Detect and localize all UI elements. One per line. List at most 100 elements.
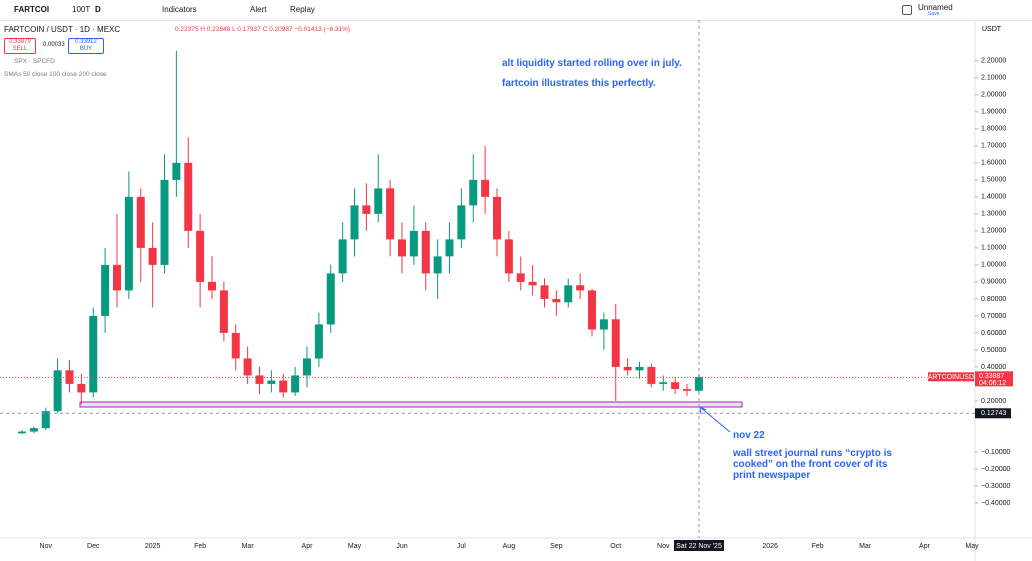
candle-body bbox=[683, 389, 691, 391]
y-tick-label: 0.30000 bbox=[981, 381, 1006, 388]
y-tick-label: 2.20000 bbox=[981, 58, 1006, 65]
candle-body bbox=[504, 239, 513, 274]
candle-body bbox=[267, 380, 276, 384]
candle-body bbox=[89, 315, 98, 393]
spread: 0.00033 bbox=[43, 42, 65, 48]
sell-button[interactable]: 0.33879 SELL bbox=[4, 38, 36, 54]
y-tick-label: 1.40000 bbox=[981, 194, 1006, 201]
annotation: fartcoin illustrates this perfectly. bbox=[502, 78, 656, 89]
candle-body bbox=[124, 196, 133, 291]
interval[interactable]: D bbox=[95, 5, 101, 14]
candle-body bbox=[599, 319, 608, 330]
candle-body bbox=[291, 375, 300, 393]
buy-button[interactable]: 0.33912 BUY bbox=[68, 38, 104, 54]
indicators-button[interactable]: Indicators bbox=[162, 5, 197, 14]
candle-body bbox=[208, 281, 216, 291]
crosshair-price: 0.12743 bbox=[981, 410, 1006, 417]
x-tick-label: 2026 bbox=[762, 543, 778, 550]
save-label[interactable]: Save bbox=[928, 11, 940, 17]
toolbar: FARTCOI 100T D Indicators Alert Replay U… bbox=[0, 0, 1032, 21]
legend-title: FARTCOIN / USDT · 1D · MEXC bbox=[4, 25, 121, 34]
y-tick-label: 2.10000 bbox=[981, 75, 1006, 82]
candle-body bbox=[671, 382, 680, 390]
candle-body bbox=[469, 179, 478, 206]
candle-body bbox=[29, 428, 38, 432]
currency-label: USDT bbox=[982, 26, 1002, 33]
y-tick-label: 0.20000 bbox=[981, 398, 1006, 405]
annotation: alt liquidity started rolling over in ju… bbox=[502, 58, 682, 69]
y-tick-label: 0.60000 bbox=[981, 330, 1006, 337]
candle-body bbox=[53, 370, 62, 412]
y-tick-label: −0.40000 bbox=[981, 500, 1010, 507]
candle-body bbox=[350, 205, 359, 240]
y-tick-label: −0.30000 bbox=[981, 483, 1010, 490]
candle-body bbox=[172, 162, 181, 180]
y-tick-label: 1.50000 bbox=[981, 177, 1006, 184]
y-tick-label: −0.10000 bbox=[981, 449, 1010, 456]
price-tag bbox=[975, 371, 1013, 387]
x-tick-label: Apr bbox=[302, 543, 314, 550]
candle-body bbox=[148, 247, 157, 265]
alert-button[interactable]: Alert bbox=[250, 5, 267, 14]
y-tick-label: 1.30000 bbox=[981, 211, 1006, 218]
candle-body bbox=[528, 281, 537, 286]
candle-body bbox=[41, 411, 50, 429]
candle-body bbox=[694, 377, 703, 391]
candle-body bbox=[398, 239, 406, 257]
x-tick-label: Feb bbox=[812, 543, 824, 550]
layout-name[interactable]: Unnamed bbox=[918, 3, 953, 12]
x-tick-label: Apr bbox=[919, 543, 931, 550]
x-tick-label: Jun bbox=[396, 543, 407, 550]
candle-body bbox=[457, 205, 466, 240]
candle-body bbox=[18, 431, 26, 434]
sell-price: 0.33879 bbox=[9, 39, 31, 45]
x-tick-label: Dec bbox=[705, 543, 718, 550]
price-tag-value: 0.33887 bbox=[979, 373, 1004, 380]
x-tick-label: Feb bbox=[194, 543, 206, 550]
candle-body bbox=[374, 188, 383, 214]
x-tick-label: May bbox=[348, 543, 362, 550]
y-tick-label: 0.40000 bbox=[981, 364, 1006, 371]
x-tick-label: 2025 bbox=[145, 543, 161, 550]
candle-body bbox=[219, 290, 228, 333]
crosshair-price-tag bbox=[975, 408, 1011, 419]
x-tick-label: Mar bbox=[242, 543, 255, 550]
y-tick-label: 1.60000 bbox=[981, 160, 1006, 167]
spx-legend: SPX · SPCFD bbox=[14, 58, 55, 65]
candle-body bbox=[576, 285, 585, 291]
y-tick-label: 1.10000 bbox=[981, 245, 1006, 252]
candle-body bbox=[136, 196, 145, 248]
candle-body bbox=[338, 239, 347, 274]
x-tick-label: May bbox=[965, 543, 979, 550]
y-tick-label: −0.20000 bbox=[981, 466, 1010, 473]
candle-body bbox=[552, 298, 561, 303]
x-tick-label: Jul bbox=[457, 543, 466, 550]
replay-button[interactable]: Replay bbox=[290, 5, 315, 14]
y-tick-label: 1.00000 bbox=[981, 262, 1006, 269]
support-rectangle bbox=[79, 401, 743, 408]
candle-body bbox=[623, 366, 632, 371]
y-tick-label: 0.90000 bbox=[981, 279, 1006, 286]
candle-body bbox=[314, 324, 323, 359]
interval-input[interactable]: 100T bbox=[72, 5, 91, 14]
candle-body bbox=[255, 375, 264, 384]
candle-body bbox=[196, 230, 205, 282]
x-tick-label: Mar bbox=[859, 543, 872, 550]
candle-body bbox=[611, 319, 620, 367]
x-tick-label: Oct bbox=[610, 543, 621, 550]
candle-body bbox=[160, 179, 169, 265]
candle-body bbox=[659, 382, 668, 384]
candle-body bbox=[303, 358, 311, 376]
crosshair-date: Sat 22 Nov '25 bbox=[676, 543, 722, 550]
buy-label: BUY bbox=[79, 46, 93, 52]
symbol-search[interactable]: FARTCOI bbox=[14, 5, 50, 14]
x-tick-label: Nov bbox=[657, 543, 670, 550]
legend-ohlc: 0.22375 H 0.22648 L 0.17937 C 0.20987 −0… bbox=[175, 26, 351, 33]
annotation-arrow bbox=[699, 406, 731, 433]
candle-body bbox=[493, 196, 501, 240]
crosshair-date-tag bbox=[674, 540, 724, 551]
candle-body bbox=[635, 366, 644, 371]
candle-body bbox=[184, 162, 193, 231]
candle-body bbox=[243, 358, 252, 376]
candle-body bbox=[77, 383, 86, 393]
